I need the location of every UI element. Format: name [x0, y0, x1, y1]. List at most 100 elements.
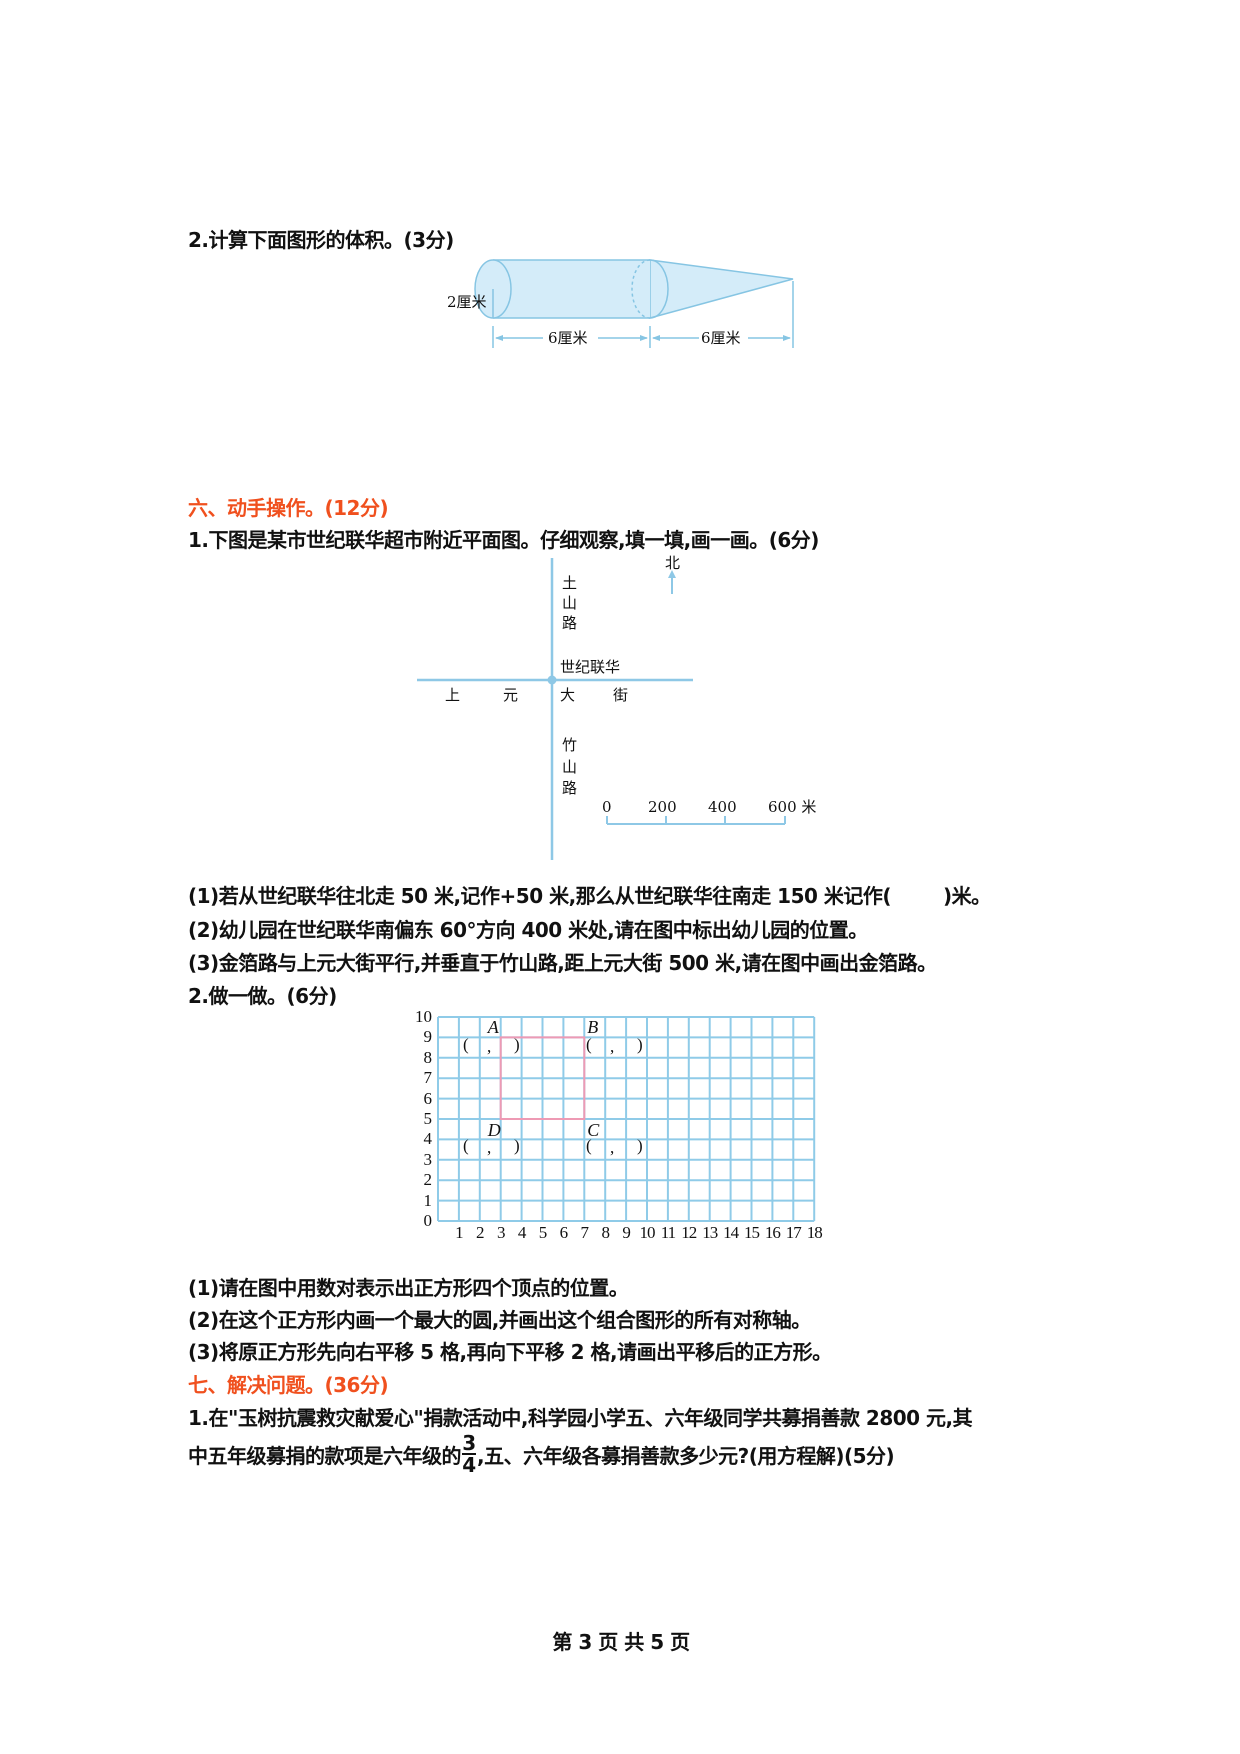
coord-open-paren: (	[586, 1136, 592, 1155]
x-axis-label: 15	[744, 1223, 760, 1242]
road-south-char-1: 竹	[562, 736, 578, 754]
x-axis-label: 14	[723, 1223, 739, 1242]
point-label-d: D	[487, 1120, 501, 1140]
coord-close-paren: )	[514, 1136, 520, 1155]
fraction-bar	[462, 1453, 476, 1455]
x-axis-label: 3	[496, 1223, 506, 1242]
landmark-label: 世纪联华	[560, 658, 621, 676]
radius-label: 2厘米	[447, 293, 487, 311]
north-arrow-icon	[668, 570, 676, 578]
scale-label-400: 400	[708, 798, 737, 816]
coord-open-paren: (	[463, 1136, 469, 1155]
x-axis-label: 16	[764, 1223, 781, 1242]
coord-open-paren: (	[586, 1035, 592, 1054]
cylinder-length-label: 6厘米	[548, 329, 588, 347]
x-axis-label: 2	[476, 1223, 485, 1242]
problem-1-line-2-start: 中五年级募捐的款项是六年级的	[188, 1444, 462, 1468]
scale-label-200: 200	[648, 798, 677, 816]
y-axis-label: 1	[423, 1190, 433, 1210]
road-north-char-1: 土	[562, 574, 578, 592]
x-axis-label: 13	[702, 1223, 718, 1242]
dimension-lines	[492, 281, 794, 348]
section-6-header: 六、动手操作。(12分)	[188, 496, 389, 520]
question-volume-title: 2.计算下面图形的体积。(3分)	[188, 228, 454, 252]
x-axis-label: 12	[681, 1223, 697, 1242]
y-axis-label: 8	[423, 1047, 433, 1067]
grid-subquestion-2: (2)在这个正方形内画一个最大的圆,并画出这个组合图形的所有对称轴。	[188, 1308, 811, 1332]
road-south-char-3: 路	[562, 779, 578, 797]
cylinder-cone-figure	[474, 259, 794, 319]
landmark-dot	[547, 675, 557, 685]
cone-length-label: 6厘米	[701, 329, 741, 347]
road-north-char-2: 山	[562, 594, 578, 612]
x-axis-label: 8	[601, 1223, 610, 1242]
x-axis-label: 18	[806, 1223, 823, 1242]
coord-close-paren: )	[514, 1035, 520, 1054]
y-axis-label: 3	[423, 1149, 433, 1169]
map-subquestion-1: (1)若从世纪联华往北走 50 米,记作+50 米,那么从世纪联华往南走 150…	[188, 885, 991, 907]
map-subquestion-3: (3)金箔路与上元大街平行,并垂直于竹山路,距上元大街 500 米,请在图中画出…	[188, 951, 937, 975]
section-7-header: 七、解决问题。(36分)	[188, 1373, 389, 1397]
x-axis-label: 9	[622, 1223, 631, 1242]
scale-label-0: 0	[602, 798, 612, 816]
fraction-numerator: 3	[462, 1431, 476, 1455]
subquestion-1-text: (1)若从世纪联华往北走 50 米,记作+50 米,那么从世纪联华往南走 150…	[188, 884, 892, 908]
coord-open-paren: (	[463, 1035, 469, 1054]
street-char-2: 元	[503, 686, 519, 704]
problem-1-line-1: 1.在"玉树抗震救灾献爱心"捐款活动中,科学园小学五、六年级同学共募捐善款 28…	[188, 1406, 973, 1430]
x-axis-label: 11	[660, 1223, 676, 1242]
y-axis-label: 10	[415, 1007, 432, 1026]
y-axis-label: 2	[423, 1170, 433, 1190]
street-char-1: 上	[445, 686, 461, 704]
coord-close-paren: )	[637, 1136, 643, 1155]
street-char-4: 街	[613, 686, 629, 704]
problem-1-line-2: 中五年级募捐的款项是六年级的 3 4 ,五、六年级各募捐善款多少元?(用方程解)…	[188, 1432, 895, 1480]
coord-close-paren: )	[637, 1035, 643, 1054]
x-axis-label: 6	[559, 1223, 569, 1242]
fraction: 3 4	[462, 1433, 476, 1475]
cone-body	[649, 259, 794, 319]
coord-comma: ,	[610, 1138, 615, 1157]
grid-subquestion-1: (1)请在图中用数对表示出正方形四个顶点的位置。	[188, 1276, 629, 1300]
map-question-title: 1.下图是某市世纪联华超市附近平面图。仔细观察,填一填,画一画。(6分)	[188, 528, 819, 552]
road-north-char-3: 路	[562, 614, 578, 632]
coord-comma: ,	[487, 1037, 492, 1056]
y-axis-label: 4	[423, 1129, 433, 1149]
point-label-b: B	[587, 1017, 599, 1038]
map-subquestion-2: (2)幼儿园在世纪联华南偏东 60°方向 400 米处,请在图中标出幼儿园的位置…	[188, 918, 868, 942]
road-south-char-2: 山	[562, 758, 578, 776]
page-footer: 第 3 页 共 5 页	[552, 1630, 690, 1654]
cylinder-body	[493, 260, 650, 318]
scale-bar	[606, 816, 786, 825]
north-label: 北	[665, 554, 681, 572]
street-map	[417, 558, 786, 860]
grid-subquestion-3: (3)将原正方形先向右平移 5 格,再向下平移 2 格,请画出平移后的正方形。	[188, 1340, 832, 1364]
grid-question-title: 2.做一做。(6分)	[188, 984, 337, 1008]
coord-comma: ,	[487, 1138, 492, 1157]
point-label-a: A	[487, 1017, 499, 1038]
cylinder-right-ellipse-hidden	[631, 259, 651, 319]
subquestion-1-unit: )米。	[943, 884, 991, 908]
scale-label-600: 600 米	[768, 798, 817, 816]
arrowhead-icon	[652, 335, 660, 341]
fraction-denominator: 4	[462, 1453, 476, 1477]
x-axis-label: 5	[538, 1223, 548, 1242]
point-label-c: C	[587, 1120, 600, 1140]
street-char-3: 大	[560, 686, 576, 704]
arrowhead-icon	[783, 335, 791, 341]
problem-1-line-2-end: ,五、六年级各募捐善款多少元?(用方程解)(5分)	[477, 1444, 895, 1468]
y-axis-label: 5	[423, 1109, 433, 1128]
square-abcd	[499, 1036, 586, 1121]
x-axis-label: 7	[580, 1223, 590, 1242]
cylinder-right-ellipse	[649, 259, 669, 319]
x-axis-label: 1	[455, 1223, 464, 1242]
y-axis-label: 0	[423, 1211, 433, 1230]
arrowhead-icon	[495, 335, 503, 341]
y-axis-label: 9	[423, 1027, 433, 1047]
x-axis-label: 4	[517, 1223, 527, 1242]
x-axis-label: 10	[639, 1223, 656, 1242]
x-axis-label: 17	[785, 1223, 802, 1242]
coord-comma: ,	[610, 1037, 615, 1056]
arrowhead-icon	[640, 335, 648, 341]
